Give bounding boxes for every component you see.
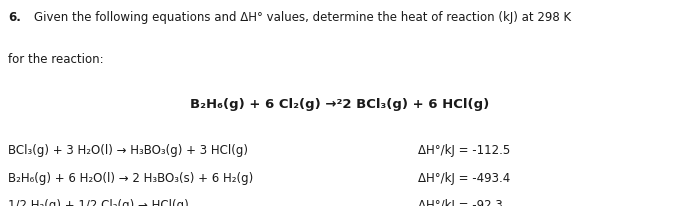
Text: for the reaction:: for the reaction: xyxy=(8,53,104,66)
Text: 6.: 6. xyxy=(8,11,21,24)
Text: B₂H₆(g) + 6 H₂O(l) → 2 H₃BO₃(s) + 6 H₂(g): B₂H₆(g) + 6 H₂O(l) → 2 H₃BO₃(s) + 6 H₂(g… xyxy=(8,172,253,185)
Text: ΔH°/kJ = -493.4: ΔH°/kJ = -493.4 xyxy=(418,172,510,185)
Text: Given the following equations and ΔH° values, determine the heat of reaction (kJ: Given the following equations and ΔH° va… xyxy=(34,11,571,24)
Text: BCl₃(g) + 3 H₂O(l) → H₃BO₃(g) + 3 HCl(g): BCl₃(g) + 3 H₂O(l) → H₃BO₃(g) + 3 HCl(g) xyxy=(8,144,248,157)
Text: ΔH°/kJ = -92.3: ΔH°/kJ = -92.3 xyxy=(418,199,502,206)
Text: 1/2 H₂(g) + 1/2 Cl₂(g) → HCl(g): 1/2 H₂(g) + 1/2 Cl₂(g) → HCl(g) xyxy=(8,199,189,206)
Text: ΔH°/kJ = -112.5: ΔH°/kJ = -112.5 xyxy=(418,144,510,157)
Text: B₂H₆(g) + 6 Cl₂(g) →²2 BCl₃(g) + 6 HCl(g): B₂H₆(g) + 6 Cl₂(g) →²2 BCl₃(g) + 6 HCl(g… xyxy=(190,98,489,111)
